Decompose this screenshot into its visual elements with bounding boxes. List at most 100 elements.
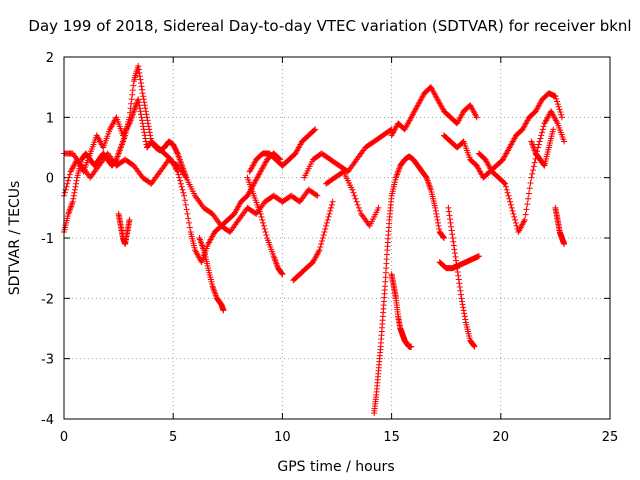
data-point xyxy=(440,234,447,241)
data-point xyxy=(65,177,72,184)
series-trace-f xyxy=(244,174,286,278)
data-point xyxy=(510,210,517,217)
data-point xyxy=(457,291,464,298)
data-point xyxy=(73,177,80,184)
data-point xyxy=(71,186,78,193)
data-point xyxy=(142,105,149,112)
data-point xyxy=(220,307,227,314)
data-point xyxy=(64,180,71,187)
data-point xyxy=(530,163,537,170)
data-point xyxy=(456,280,463,287)
data-point xyxy=(137,111,144,118)
series-trace-n xyxy=(445,204,478,350)
data-point xyxy=(139,117,146,124)
x-axis-label: GPS time / hours xyxy=(277,459,394,475)
data-point xyxy=(537,135,544,142)
data-point xyxy=(447,216,454,223)
data-point xyxy=(328,201,335,208)
data-point xyxy=(457,287,464,294)
data-point xyxy=(523,206,530,213)
data-point xyxy=(506,195,513,202)
data-point xyxy=(186,219,193,226)
data-point xyxy=(525,195,532,202)
data-point xyxy=(558,114,565,121)
series-trace-r xyxy=(552,204,568,248)
series-trace-g xyxy=(246,126,319,175)
data-point xyxy=(313,192,320,199)
data-point xyxy=(65,174,72,181)
chart-title-group: Day 199 of 2018, Sidereal Day-to-day VTE… xyxy=(28,17,631,35)
data-point xyxy=(263,231,270,238)
data-point xyxy=(136,102,143,109)
data-point xyxy=(279,271,286,278)
data-point xyxy=(312,126,319,133)
data-point xyxy=(147,135,154,142)
data-point xyxy=(461,313,468,320)
data-point xyxy=(508,204,515,211)
data-point xyxy=(450,238,457,245)
data-point xyxy=(511,213,518,220)
data-point xyxy=(72,183,79,190)
data-point xyxy=(137,80,144,87)
data-point xyxy=(553,95,560,102)
data-point xyxy=(448,227,455,234)
x-tick-label: 10 xyxy=(274,430,291,445)
data-point xyxy=(126,114,133,121)
data-point xyxy=(135,96,142,103)
data-point xyxy=(502,183,509,190)
data-point xyxy=(183,206,190,213)
data-point xyxy=(323,222,330,229)
data-point xyxy=(141,99,148,106)
data-point xyxy=(436,225,443,232)
data-point xyxy=(539,126,546,133)
data-point xyxy=(471,343,478,350)
data-point xyxy=(455,276,462,283)
data-point xyxy=(558,111,565,118)
y-tick-label: -2 xyxy=(41,292,54,307)
data-point xyxy=(135,99,142,106)
data-point xyxy=(452,253,459,260)
data-point xyxy=(142,108,149,115)
data-point xyxy=(129,87,136,94)
chart-title: Day 199 of 2018, Sidereal Day-to-day VTE… xyxy=(28,17,631,35)
data-point xyxy=(135,66,142,73)
data-point xyxy=(432,207,439,214)
data-point xyxy=(556,106,563,113)
data-point xyxy=(139,86,146,93)
data-point xyxy=(178,183,185,190)
data-point xyxy=(504,189,511,196)
data-point xyxy=(145,120,152,127)
data-point xyxy=(540,123,547,130)
data-point xyxy=(561,138,568,145)
series-trace-a xyxy=(61,96,284,266)
series-trace-e xyxy=(196,235,227,314)
data-point xyxy=(318,238,325,245)
series-trace-o xyxy=(441,90,565,181)
data-point xyxy=(139,90,146,97)
x-tick-label: 15 xyxy=(383,430,400,445)
data-point xyxy=(531,159,538,166)
data-point xyxy=(181,192,188,199)
data-point xyxy=(320,231,327,238)
data-point xyxy=(70,192,77,199)
data-point xyxy=(69,198,76,205)
data-point xyxy=(175,171,182,178)
data-point xyxy=(258,213,265,220)
data-point xyxy=(141,129,148,136)
data-point xyxy=(179,186,186,193)
data-point xyxy=(257,210,264,217)
data-point xyxy=(141,132,148,139)
data-point xyxy=(323,219,330,226)
y-tick-label: 0 xyxy=(46,172,54,187)
data-point xyxy=(177,180,184,187)
data-point xyxy=(501,179,508,186)
data-point xyxy=(511,216,518,223)
data-point xyxy=(507,198,514,205)
data-point xyxy=(142,138,149,145)
data-point xyxy=(524,201,531,208)
data-point xyxy=(434,216,441,223)
data-point xyxy=(186,224,193,231)
data-point xyxy=(445,208,452,215)
data-point xyxy=(475,253,482,260)
